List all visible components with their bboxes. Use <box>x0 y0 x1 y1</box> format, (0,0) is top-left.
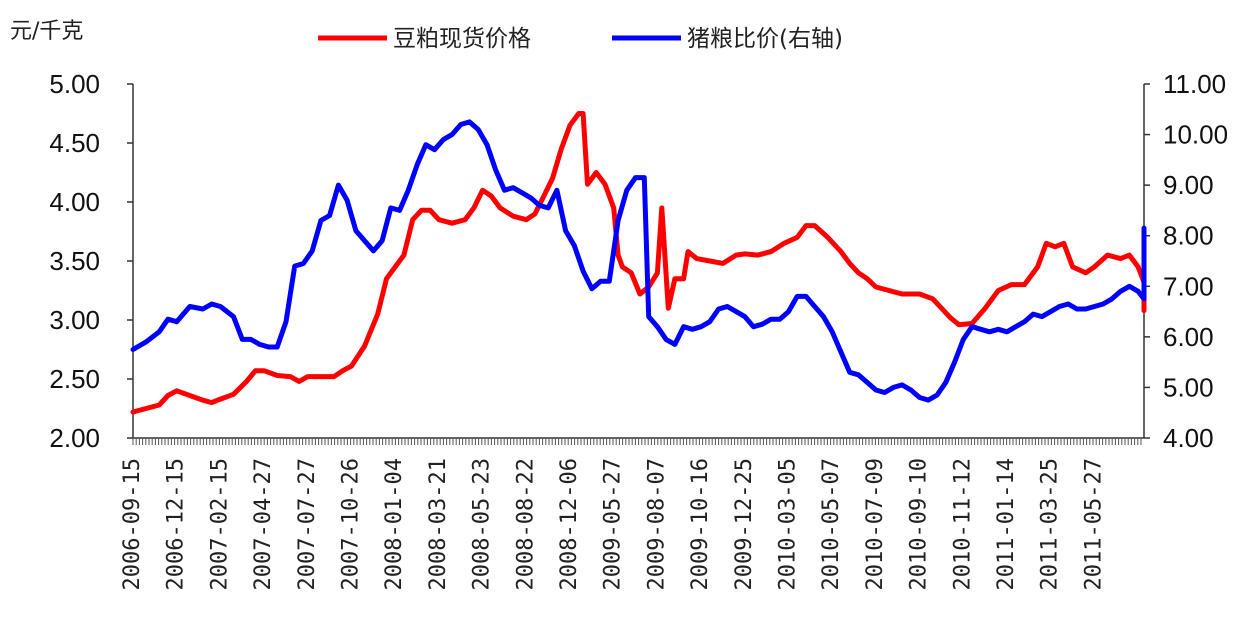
right-tick-label: 4.00 <box>1163 423 1214 453</box>
right-tick-label: 6.00 <box>1163 322 1214 352</box>
right-tick-label: 7.00 <box>1163 271 1214 301</box>
x-tick-label: 2007-10-26 <box>339 458 364 590</box>
right-tick-label: 10.00 <box>1163 120 1228 150</box>
x-tick-label: 2008-08-22 <box>513 458 538 590</box>
x-tick-label: 2008-05-23 <box>470 458 495 590</box>
plot-area <box>130 111 1147 415</box>
x-tick-label: 2010-11-12 <box>950 458 975 590</box>
x-tick-label: 2009-08-07 <box>644 458 669 590</box>
x-tick-label: 2011-03-25 <box>1038 458 1063 590</box>
x-tick-label: 2011-05-27 <box>1081 458 1106 590</box>
left-tick-label: 3.50 <box>49 246 100 276</box>
x-tick-label: 2006-09-15 <box>120 458 145 590</box>
x-tick-label: 2007-07-27 <box>295 458 320 590</box>
right-tick-label: 8.00 <box>1163 221 1214 251</box>
x-tick-label: 2009-05-27 <box>601 458 626 590</box>
series-line-hog-grain-ratio <box>130 119 1147 403</box>
x-tick-label: 2009-10-16 <box>688 458 713 590</box>
right-tick-label: 9.00 <box>1163 170 1214 200</box>
x-tick-label: 2007-04-27 <box>251 458 276 590</box>
x-tick-label: 2010-09-10 <box>907 458 932 590</box>
x-tick-label: 2009-12-25 <box>732 458 757 590</box>
x-tick-label: 2010-05-07 <box>819 458 844 590</box>
series-line-soybean-meal <box>130 111 1147 415</box>
x-tick-label: 2008-03-21 <box>426 458 451 590</box>
legend-label-soybean-meal: 豆粕现货价格 <box>393 26 531 52</box>
x-tick-label: 2008-12-06 <box>557 458 582 590</box>
right-tick-label: 5.00 <box>1163 372 1214 402</box>
x-tick-label: 2007-02-15 <box>207 458 232 590</box>
legend: 豆粕现货价格 猪粮比价(右轴) <box>318 26 843 52</box>
left-tick-label: 3.00 <box>49 305 100 335</box>
x-tick-label: 2006-12-15 <box>164 458 189 590</box>
left-tick-label: 5.00 <box>49 69 100 99</box>
right-tick-label: 11.00 <box>1163 69 1226 99</box>
right-axis-ticks: 4.00 5.00 6.00 7.00 8.00 9.00 10.00 11.00 <box>1144 69 1228 453</box>
x-tick-label: 2011-01-14 <box>994 458 1019 590</box>
x-tick-label: 2010-03-05 <box>776 458 801 590</box>
legend-label-hog-grain-ratio: 猪粮比价(右轴) <box>687 26 843 52</box>
x-tick-label: 2010-07-09 <box>863 458 888 590</box>
x-axis-ticks: 2006-09-15 2006-12-15 2007-02-15 2007-04-27… <box>120 458 1106 590</box>
axes <box>132 84 1145 445</box>
left-axis-ticks: 2.00 2.50 3.00 3.50 4.00 4.50 5.00 <box>49 69 133 453</box>
x-tick-label: 2008-01-04 <box>382 458 407 590</box>
left-axis-unit-label: 元/千克 <box>10 19 83 44</box>
left-tick-label: 2.00 <box>49 423 100 453</box>
left-tick-label: 2.50 <box>49 364 100 394</box>
left-tick-label: 4.50 <box>49 128 100 158</box>
left-tick-label: 4.00 <box>49 187 100 217</box>
